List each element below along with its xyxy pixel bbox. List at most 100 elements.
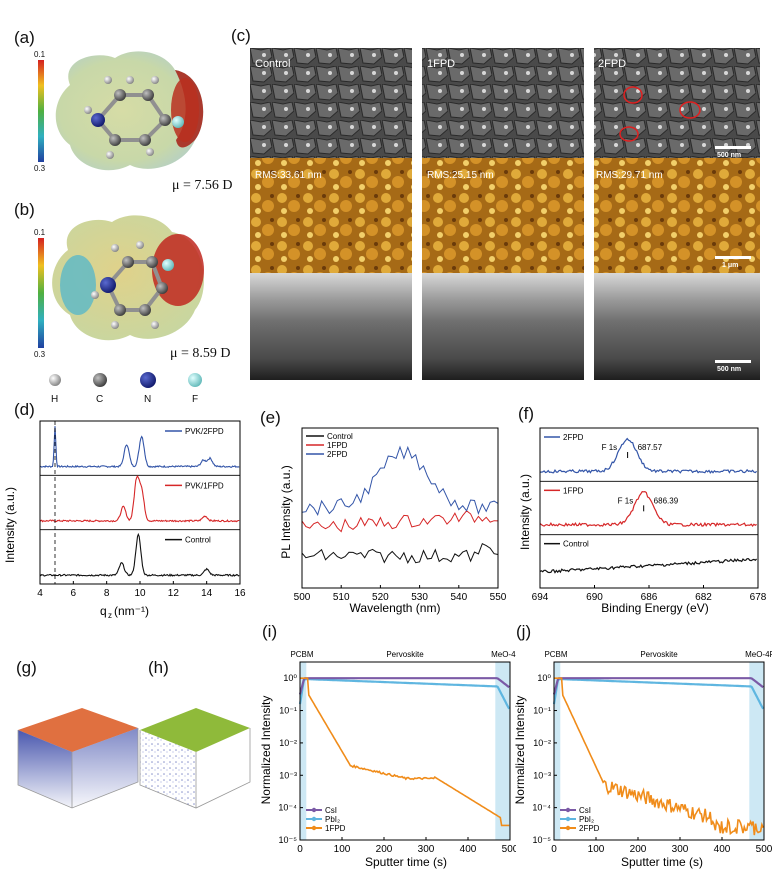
sem-1fpd (422, 48, 584, 158)
chart-d-xlabel-q: q (100, 604, 107, 618)
colorbar-a-max: 0.1 (34, 50, 46, 59)
colorbar-a (38, 60, 44, 162)
chart-j-ylabel: Normalized Intensity (513, 696, 527, 805)
legend-marker (565, 807, 571, 813)
chart-d-xlabel-unit: (nm⁻¹) (114, 604, 149, 618)
x-tick-label: 0 (297, 844, 303, 855)
panel-label-a: (a) (14, 28, 35, 47)
legend-marker (311, 825, 317, 831)
y-tick-label: 10⁻³ (533, 770, 551, 780)
x-tick-label: 0 (551, 844, 557, 855)
region-label-perovskite: Pervoskite (386, 650, 424, 659)
x-tick-label: 550 (490, 592, 507, 603)
atom-n-swatch (140, 372, 156, 388)
panel-label-b: (b) (14, 200, 35, 219)
peak-name: F 1s (602, 443, 618, 452)
series-control (539, 558, 758, 574)
series-pvk-2fpd (39, 426, 240, 469)
atom-c-swatch (93, 373, 107, 387)
sem-label-2fpd: 2FPD (598, 58, 627, 70)
panel-label-h: (h) (148, 658, 169, 677)
chart-e-xlabel: Wavelength (nm) (350, 601, 441, 615)
x-tick-label: 400 (714, 844, 731, 855)
chart-f-xlabel: Binding Energy (eV) (601, 601, 708, 615)
afm-2fpd (594, 158, 760, 273)
region-meo4p (495, 662, 510, 840)
legend-label: 2FPD (563, 433, 584, 442)
x-tick-label: 500 (294, 592, 311, 603)
legend-marker (311, 807, 317, 813)
dipole-a: μ = 7.56 D (172, 178, 233, 193)
region-label-perovskite: Pervoskite (640, 650, 678, 659)
tof-cube-2fpd (139, 708, 251, 809)
region-label-meo4p: MeO-4P (745, 650, 772, 659)
chart-d: PVK/2FPD PVK/1FPD Control 4 6 8 10 12 14 16 Inten… (3, 420, 246, 620)
panel-label-f: (f) (518, 404, 535, 423)
legend-label: PVK/2FPD (185, 427, 224, 436)
pinhole-marker (623, 86, 643, 104)
chart-f: 2FPD F 1s 687.57 1FPD F 1s 686.39 Control 694 69… (518, 427, 767, 615)
x-tick-label: 520 (372, 592, 389, 603)
afm-rms-1fpd: RMS:25.15 nm (427, 170, 494, 181)
series-csi (552, 677, 764, 695)
scalebar-top (715, 146, 751, 149)
region-label-pcbm: PCBM (290, 650, 313, 659)
series-csi (298, 677, 510, 695)
afm-1fpd (422, 158, 584, 273)
afm-rms-control: RMS:33.61 nm (255, 170, 322, 181)
plot-frame (301, 427, 499, 589)
region-label-meo4p: MeO-4P (491, 650, 516, 659)
x-tick-label: 4 (37, 588, 43, 599)
pinhole-marker (679, 101, 701, 119)
x-tick-label: 14 (201, 588, 213, 599)
x-tick-label: 100 (588, 844, 605, 855)
x-tick-label: 686 (641, 592, 658, 603)
chart-i-ylabel: Normalized Intensity (259, 696, 273, 805)
x-tick-label: 690 (586, 592, 603, 603)
peak-value: 687.57 (638, 443, 663, 452)
plot-frame (299, 661, 511, 841)
panel-label-g: (g) (16, 658, 37, 677)
scalebar-bot (715, 360, 751, 363)
y-tick-label: 10⁻¹ (533, 706, 551, 716)
series-2fpd (554, 677, 764, 836)
legend-label: 2FPD (579, 824, 600, 833)
x-tick-label: 100 (334, 844, 351, 855)
x-tick-label: 694 (532, 592, 549, 603)
legend-label: CsI (579, 806, 591, 815)
sem-afm-grid (250, 48, 760, 380)
legend-label: Control (563, 540, 589, 549)
x-tick-label: 510 (333, 592, 350, 603)
chart-f-ylabel: Intensity (a.u.) (518, 474, 532, 550)
x-tick-label: 682 (695, 592, 712, 603)
series-1fpd (301, 510, 499, 533)
atom-f-label: F (192, 394, 199, 405)
tof-sims-3d (17, 708, 251, 809)
panel-label-i: (i) (262, 622, 278, 641)
peak-name: F 1s (618, 496, 634, 505)
atom-h-swatch (49, 374, 61, 386)
series-pbi2 (298, 677, 511, 710)
chart-i-xlabel: Sputter time (s) (365, 855, 447, 869)
legend-label: CsI (325, 806, 337, 815)
sem-2fpd (594, 48, 760, 158)
x-tick-label: 500 (756, 844, 772, 855)
x-tick-label: 200 (630, 844, 647, 855)
sem-control (250, 48, 412, 158)
y-tick-label: 10⁻⁴ (532, 803, 551, 813)
atom-f-swatch (188, 373, 202, 387)
legend-label: 1FPD (563, 486, 584, 495)
x-tick-label: 530 (411, 592, 428, 603)
series-1fpd (539, 490, 757, 528)
cross-section-2fpd (594, 273, 760, 380)
y-tick-label: 10⁻² (533, 738, 551, 748)
region-label-pcbm: PCBM (544, 650, 567, 659)
cross-section-1fpd (422, 273, 584, 380)
region-pcbm (554, 662, 561, 840)
x-tick-label: 678 (750, 592, 767, 603)
dipole-b: μ = 8.59 D (170, 346, 231, 361)
region-pcbm (300, 662, 307, 840)
chart-j-xlabel: Sputter time (s) (621, 855, 703, 869)
legend-label: 1FPD (327, 441, 348, 450)
